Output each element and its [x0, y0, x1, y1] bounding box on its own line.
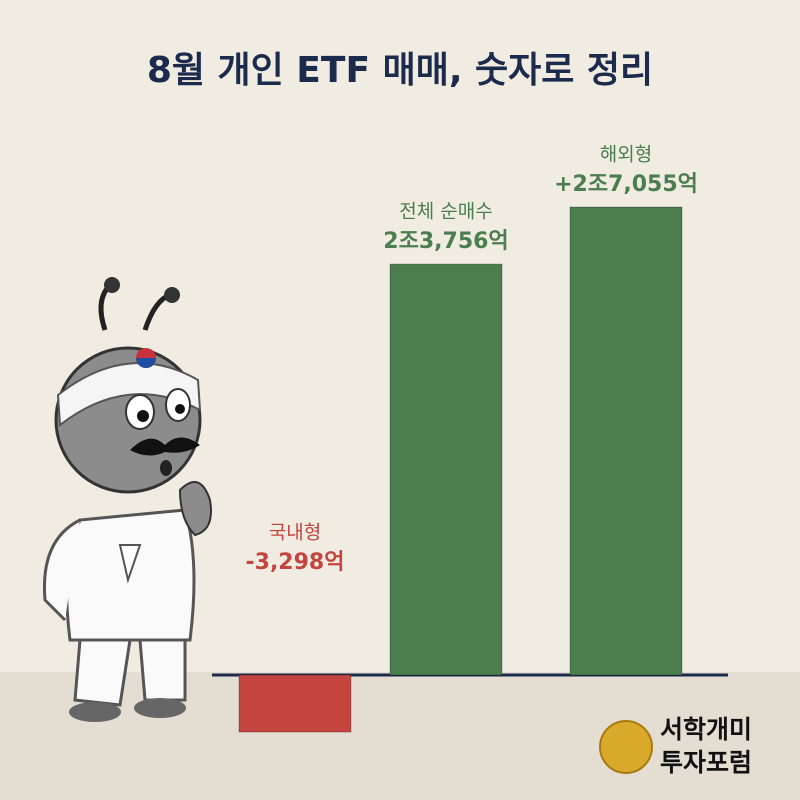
- chart-title: 8월 개인 ETF 매매, 숫자로 정리: [147, 50, 653, 91]
- bar: [389, 263, 503, 676]
- brand-logo: [599, 720, 653, 774]
- bar: [569, 206, 683, 676]
- value-label: +2조7,055억: [554, 172, 698, 197]
- brand-text: 투자포럼: [660, 748, 752, 777]
- brand-text: 서학개미: [660, 715, 752, 744]
- category-label: 전체 순매수: [399, 201, 492, 223]
- value-label: -3,298억: [246, 550, 345, 575]
- floor: [0, 672, 800, 800]
- category-label: 해외형: [600, 144, 652, 166]
- character: [42, 277, 212, 722]
- category-label: 국내형: [269, 522, 321, 544]
- value-label: 2조3,756억: [383, 229, 508, 254]
- bar: [238, 674, 352, 733]
